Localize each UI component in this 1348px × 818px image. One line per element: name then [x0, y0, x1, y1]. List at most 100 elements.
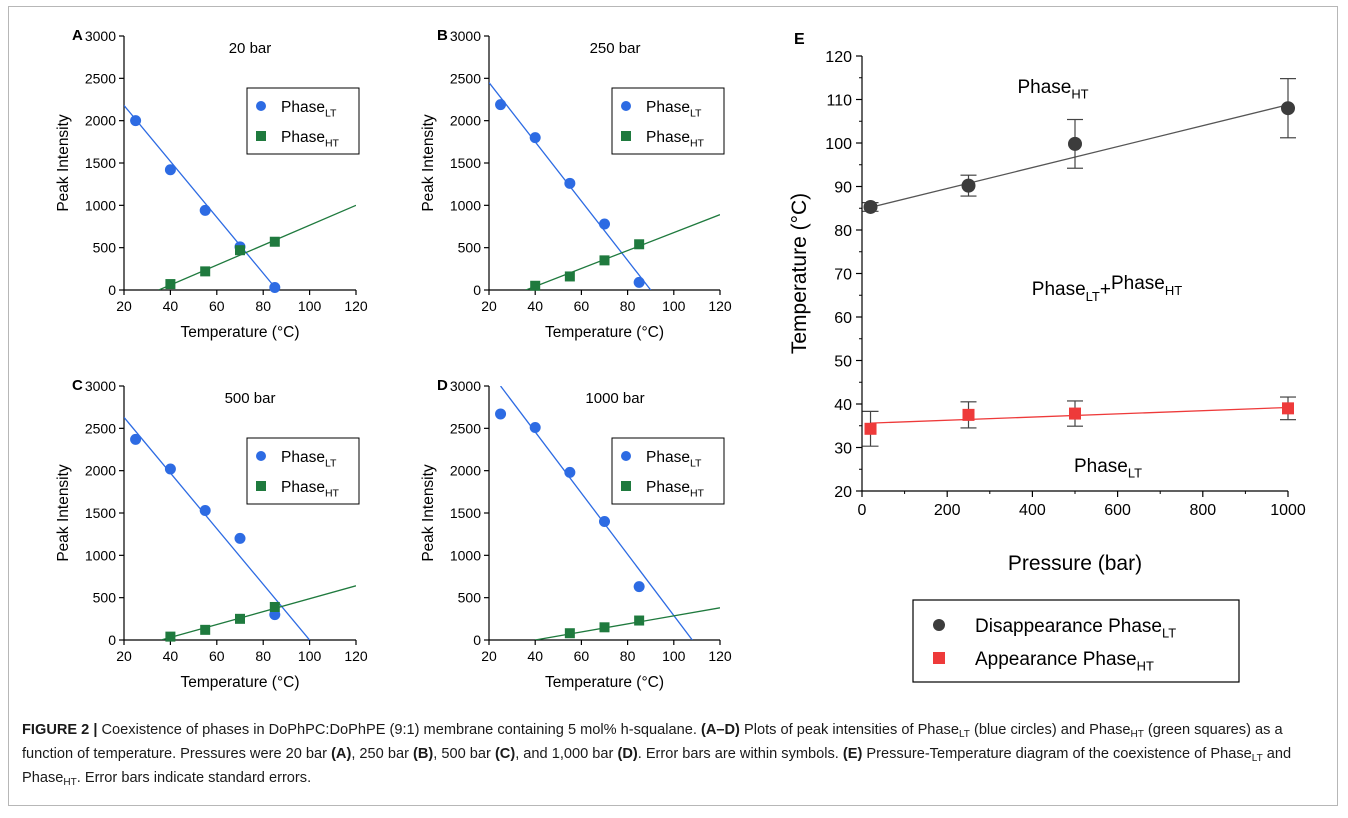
y-tick-label: 500 — [458, 590, 482, 606]
x-tick-label: 20 — [116, 298, 132, 314]
panel-letter: B — [437, 27, 448, 44]
x-tick-label: 100 — [662, 648, 686, 664]
x-tick-label: 100 — [298, 298, 322, 314]
panel-b: 0 500 1000 1500 2000 2500 3000 20 40 60 80 100 120 B 2… — [420, 27, 732, 341]
data-point — [599, 218, 610, 230]
data-point — [564, 177, 576, 189]
panel-a: 0 500 1000 1500 2000 2500 3000 20 40 60 80 100 120 A 2… — [55, 27, 368, 341]
x-tick-label: 80 — [255, 648, 271, 664]
y-tick-label: 500 — [93, 240, 117, 256]
y-tick-label: 2000 — [450, 463, 481, 479]
data-point — [529, 132, 541, 144]
x-tick-label: 1000 — [1270, 502, 1306, 519]
caption-ref: (D) — [617, 746, 638, 762]
legend-label-sub: LT — [690, 108, 702, 120]
y-tick-label: 30 — [834, 441, 852, 458]
data-point — [599, 255, 610, 266]
panel-c: 0 500 1000 1500 2000 2500 3000 20 40 60 80 100 120 C 5… — [55, 377, 368, 691]
caption-text: , 500 bar — [433, 746, 495, 762]
x-tick-label: 40 — [527, 648, 543, 664]
fit-line — [124, 105, 278, 290]
legend-square-marker — [256, 481, 266, 491]
caption-text: . Error bars indicate standard errors. — [76, 770, 312, 786]
x-tick-label: 400 — [1019, 502, 1046, 519]
x-tick-label: 600 — [1104, 502, 1131, 519]
x-tick-label: 60 — [209, 648, 225, 664]
legend-circle-marker — [621, 451, 631, 461]
x-tick-label: 40 — [527, 298, 543, 314]
panel-d: 0 500 1000 1500 2000 2500 3000 20 40 60 80 100 120 D 1… — [420, 377, 732, 691]
caption-ref: (A–D) — [701, 722, 740, 738]
y-tick-label: 50 — [834, 354, 852, 371]
y-tick-label: 100 — [825, 136, 852, 153]
caption-ref: (C) — [494, 746, 516, 762]
region-label-bottom-sub: LT — [1128, 466, 1142, 481]
x-tick-label: 20 — [116, 648, 132, 664]
data-point — [164, 463, 176, 475]
data-point — [130, 115, 142, 127]
x-tick-label: 60 — [209, 298, 225, 314]
x-tick-label: 60 — [574, 648, 590, 664]
y-axis-label: Peak Intensity — [55, 464, 72, 562]
data-point — [564, 466, 576, 478]
legend-box — [611, 437, 725, 505]
data-point — [962, 408, 975, 421]
legend-label: PhaseHT — [646, 479, 705, 500]
data-point — [599, 515, 610, 527]
region-label-top-sub: HT — [1071, 87, 1088, 102]
y-tick-label: 1000 — [450, 547, 481, 563]
panel-letter: E — [794, 31, 805, 48]
legend-label-sub: LT — [325, 108, 337, 120]
x-tick-label: 20 — [481, 648, 497, 664]
x-tick-label: 100 — [298, 648, 322, 664]
data-point — [495, 408, 507, 420]
legend-label-sub: HT — [325, 138, 340, 150]
data-point — [269, 281, 281, 293]
x-tick-label: 80 — [620, 648, 636, 664]
x-tick-label: 200 — [934, 502, 961, 519]
x-axis-label: Temperature (°C) — [545, 674, 664, 691]
y-tick-label: 2500 — [85, 420, 116, 436]
legend-label: PhaseHT — [281, 479, 340, 500]
y-tick-label: 80 — [834, 223, 852, 240]
panel-title: 1000 bar — [585, 390, 644, 407]
y-tick-label: 2000 — [85, 463, 116, 479]
legend-label: Appearance PhaseHT — [975, 649, 1154, 674]
region-label-top-base: Phase — [1017, 77, 1071, 98]
panel-letter: D — [437, 377, 448, 394]
region-label-bottom: PhaseLT — [1074, 456, 1142, 481]
y-tick-label: 0 — [108, 632, 116, 648]
data-point — [235, 613, 245, 624]
y-tick-label: 40 — [834, 397, 852, 414]
x-tick-label: 80 — [620, 298, 636, 314]
y-tick-label: 3000 — [450, 378, 481, 394]
fit-line — [525, 214, 720, 290]
legend-label-sub: HT — [325, 488, 340, 500]
legend-label-base: Phase — [281, 129, 325, 146]
x-tick-label: 120 — [708, 298, 732, 314]
region-label-top: PhaseHT — [1017, 77, 1088, 102]
figure-frame — [8, 6, 1338, 806]
caption-ref: (B) — [413, 746, 434, 762]
data-point — [199, 504, 211, 516]
legend-square-marker — [621, 131, 631, 141]
region-label-part: + — [1100, 279, 1111, 300]
caption-sub: HT — [63, 777, 77, 788]
data-point — [1069, 407, 1081, 420]
legend-label: PhaseLT — [646, 449, 702, 470]
legend-box — [246, 87, 360, 155]
y-tick-label: 20 — [834, 484, 852, 501]
panel-title: 250 bar — [590, 40, 641, 57]
legend-square-marker — [256, 131, 266, 141]
y-tick-label: 2000 — [450, 113, 481, 129]
legend-box — [912, 599, 1240, 683]
fit-line — [158, 204, 356, 290]
data-point — [1282, 402, 1294, 415]
region-label-part: LT — [1086, 289, 1100, 304]
data-point — [1281, 101, 1295, 116]
x-tick-label: 120 — [344, 648, 368, 664]
data-point — [164, 164, 176, 176]
fit-line — [870, 104, 1289, 209]
legend-label-sub: LT — [1162, 626, 1176, 641]
